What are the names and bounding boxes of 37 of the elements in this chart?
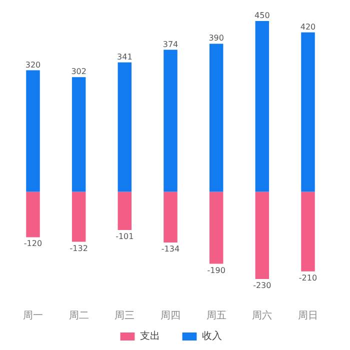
bar — [255, 20, 270, 192]
bar — [301, 192, 315, 272]
data-label: 302 — [71, 67, 86, 76]
legend-label: 收入 — [202, 330, 222, 343]
data-label: -101 — [116, 232, 134, 242]
data-label: -120 — [24, 239, 42, 248]
data-label: 374 — [162, 40, 178, 49]
data-label: -190 — [207, 266, 226, 275]
bar — [164, 192, 178, 243]
bar — [118, 62, 132, 192]
data-label: 450 — [254, 10, 270, 20]
x-tick-label: 周四 — [160, 310, 180, 322]
x-tick-label: 周二 — [68, 310, 89, 322]
bar — [26, 70, 40, 192]
data-label: -210 — [298, 273, 318, 282]
bar — [209, 192, 224, 264]
x-tick-label: 周三 — [114, 310, 135, 322]
x-tick-label: 周一 — [23, 310, 43, 322]
data-label: -134 — [161, 244, 180, 254]
x-tick-label: 周日 — [298, 310, 318, 322]
x-tick-label: 周五 — [206, 310, 226, 322]
bar — [118, 192, 132, 230]
legend-label: 支出 — [140, 330, 160, 343]
bar — [301, 32, 315, 192]
bar — [72, 77, 86, 192]
x-tick-label: 周六 — [252, 310, 272, 322]
bar — [164, 50, 178, 192]
bar — [255, 192, 270, 279]
bar — [72, 192, 86, 242]
data-label: -132 — [70, 244, 88, 253]
bar — [209, 44, 224, 192]
data-label: 341 — [117, 52, 132, 62]
bar — [26, 192, 40, 238]
data-label: 390 — [208, 34, 224, 43]
data-label: -230 — [253, 280, 272, 290]
data-label: 420 — [300, 22, 316, 32]
data-label: 320 — [25, 60, 41, 70]
